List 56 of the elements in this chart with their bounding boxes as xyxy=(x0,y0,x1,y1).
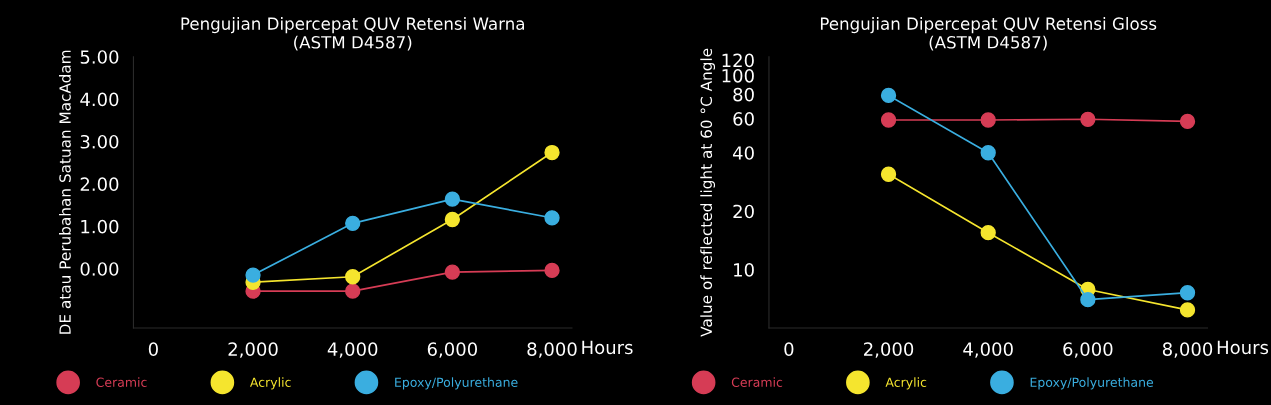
point xyxy=(345,283,361,299)
point xyxy=(980,145,996,161)
legend-label: Acrylic xyxy=(885,377,927,390)
point xyxy=(544,210,560,226)
point xyxy=(1179,285,1196,301)
point xyxy=(880,87,897,104)
y-tick-label: 20 xyxy=(733,204,754,219)
x-tick-label: 0 xyxy=(148,342,158,356)
point xyxy=(544,144,560,161)
y-tick-label: 100 xyxy=(722,68,754,83)
x-tick-label: 6,000 xyxy=(1063,342,1113,358)
x-tick-label: 2,000 xyxy=(228,342,278,358)
y-tick-label: 5.00 xyxy=(80,50,119,64)
legend-label: Ceramic xyxy=(96,377,147,387)
x-tick-label: 6,000 xyxy=(427,342,478,358)
point xyxy=(880,112,897,128)
point xyxy=(345,269,361,285)
y-tick-label: 40 xyxy=(732,146,754,160)
y-tick-label: 4.00 xyxy=(80,92,119,107)
y-tick-label: 1.00 xyxy=(81,219,119,234)
x-tick-label: 8,000 xyxy=(1162,342,1213,358)
point xyxy=(444,191,461,207)
chart-title: Pengujian Dipercepat QUV Retensi Gloss (ASTM D4587) xyxy=(820,17,1157,51)
x-tick-label: 4,000 xyxy=(963,342,1013,358)
point xyxy=(880,166,897,182)
chart-title: Pengujian Dipercepat QUV Retensi Warna (ASTM D4587) xyxy=(181,17,524,51)
point xyxy=(980,112,996,128)
point xyxy=(444,211,461,228)
point xyxy=(1080,111,1096,127)
legend-label: Ceramic xyxy=(731,377,783,387)
y-axis-title: DE atau Perubahan Satuan MacAdam xyxy=(59,50,71,334)
x-tick-label: 2,000 xyxy=(864,342,914,358)
y-axis-title: Value of reflected light at 60 °C Angle xyxy=(700,48,716,337)
y-tick-label: 3.00 xyxy=(80,134,119,149)
point xyxy=(1179,302,1196,318)
y-tick-label: 60 xyxy=(733,112,754,126)
point xyxy=(1179,113,1196,130)
x-tick-label: 8,000 xyxy=(527,342,577,358)
x-tick-label: 0 xyxy=(784,342,794,356)
legend-label: Epoxy/Polyurethane xyxy=(395,377,518,390)
y-tick-label: 120 xyxy=(722,53,754,68)
y-tick-label: 80 xyxy=(733,87,754,102)
legend-label: Epoxy/Polyurethane xyxy=(1030,377,1154,390)
x-tick-label: 4,000 xyxy=(327,342,378,358)
y-tick-label: 2.00 xyxy=(80,177,119,192)
point xyxy=(544,262,560,279)
x-axis-title: Hours xyxy=(582,340,633,355)
legend-label: Acrylic xyxy=(249,377,291,390)
point xyxy=(1080,292,1096,308)
point xyxy=(345,215,361,231)
point xyxy=(980,225,996,241)
x-axis-title: Hours xyxy=(1217,340,1269,355)
y-tick-label: 0.00 xyxy=(80,262,119,276)
point xyxy=(444,264,461,280)
point xyxy=(245,267,261,283)
y-tick-label: 10 xyxy=(734,263,754,277)
